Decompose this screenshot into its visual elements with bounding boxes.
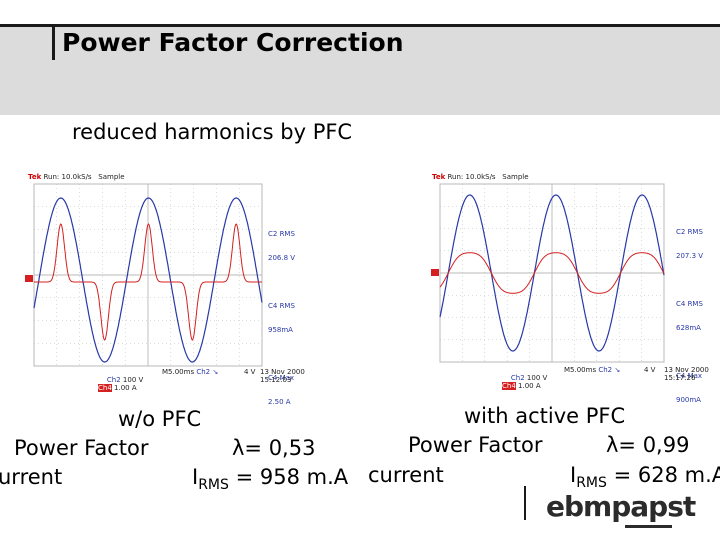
title-accent-bar bbox=[52, 24, 55, 60]
readout-line: 958mA bbox=[268, 326, 293, 334]
readout-line: 206.8 V bbox=[268, 254, 296, 262]
ch2-scale: 100 V bbox=[526, 374, 548, 382]
waveform-plot-with-pfc bbox=[431, 183, 665, 363]
slide-title: Power Factor Correction bbox=[62, 28, 404, 57]
waveform-plot-without-pfc bbox=[25, 183, 263, 367]
readout-line: 207.3 V bbox=[676, 252, 704, 260]
scope-screenshot-with-pfc: Tek Run: 10.0kS/s Sample C2 RMS 207.3 V … bbox=[428, 172, 720, 404]
readout-line: C4 Max bbox=[676, 372, 703, 380]
ch2-scale: 100 V bbox=[122, 376, 144, 384]
right-current-label: current bbox=[368, 463, 444, 487]
scope-timebase: M5.00ms Ch2 ↘ bbox=[564, 366, 621, 374]
scope-trigger-level: 4 V bbox=[644, 366, 656, 374]
ch2-label: Ch2 bbox=[510, 374, 525, 382]
slide-subtitle: reduced harmonics by PFC bbox=[72, 120, 353, 144]
left-mode-label: w/o PFC bbox=[118, 407, 202, 431]
scope-run-rate: Run: 10.0kS/s bbox=[43, 173, 92, 181]
ch4-label: Ch4 bbox=[502, 382, 516, 390]
left-power-factor-value: λ= 0,53 bbox=[232, 436, 316, 460]
ch4-label: Ch4 bbox=[98, 384, 112, 392]
scope-trigger-level: 4 V bbox=[244, 368, 256, 376]
scope-timestamp: 13 Nov 2000 15:17:26 bbox=[664, 366, 709, 382]
scope-timebase: M5.00ms Ch2 ↘ bbox=[162, 368, 219, 376]
right-power-factor-label: Power Factor bbox=[408, 433, 543, 457]
scope-brand: Tek bbox=[28, 173, 42, 181]
logo-divider bbox=[524, 486, 526, 520]
readout-line: C2 RMS bbox=[676, 228, 703, 236]
readout-line: 900mA bbox=[676, 396, 701, 404]
readout-line: 628mA bbox=[676, 324, 701, 332]
right-irms-value: IRMS = 628 m.A bbox=[570, 463, 720, 491]
ebmpapst-logo: ebmpapst bbox=[546, 490, 696, 523]
left-irms-value: IRMS = 958 m.A bbox=[192, 465, 349, 493]
ch2-label: Ch2 bbox=[106, 376, 121, 384]
logo-underline bbox=[625, 525, 672, 528]
scope-header: Tek Run: 10.0kS/s Sample bbox=[28, 173, 125, 181]
scope-mode: Sample bbox=[502, 173, 529, 181]
right-mode-label: with active PFC bbox=[464, 404, 626, 428]
scope-readouts: C2 RMS 206.8 V C4 RMS 958mA C4 Max 2.50 … bbox=[268, 214, 295, 422]
ch4-scale: 1.00 A bbox=[114, 384, 137, 392]
readout-line: C4 Max bbox=[268, 374, 295, 382]
readout-line: 2.50 A bbox=[268, 398, 291, 406]
scope-readouts: C2 RMS 207.3 V C4 RMS 628mA C4 Max 900mA bbox=[676, 212, 703, 420]
scope-channel-info: Ch2 100 V Ch4 1.00 A bbox=[98, 368, 143, 400]
title-bar bbox=[0, 24, 720, 115]
readout-line: C4 RMS bbox=[268, 302, 295, 310]
scope-mode: Sample bbox=[98, 173, 125, 181]
scope-brand: Tek bbox=[432, 173, 446, 181]
scope-header: Tek Run: 10.0kS/s Sample bbox=[432, 173, 529, 181]
scope-run-rate: Run: 10.0kS/s bbox=[447, 173, 496, 181]
left-power-factor-label: Power Factor bbox=[14, 436, 149, 460]
readout-line: C2 RMS bbox=[268, 230, 295, 238]
left-current-label: urrent bbox=[0, 465, 63, 489]
scope-screenshot-without-pfc: Tek Run: 10.0kS/s Sample C2 RMS 206.8 V … bbox=[22, 172, 318, 406]
ch4-scale: 1.00 A bbox=[518, 382, 541, 390]
scope-timestamp: 13 Nov 2000 15:12:03 bbox=[260, 368, 305, 384]
scope-channel-info: Ch2 100 V Ch4 1.00 A bbox=[502, 366, 547, 398]
right-power-factor-value: λ= 0,99 bbox=[606, 433, 690, 457]
readout-line: C4 RMS bbox=[676, 300, 703, 308]
